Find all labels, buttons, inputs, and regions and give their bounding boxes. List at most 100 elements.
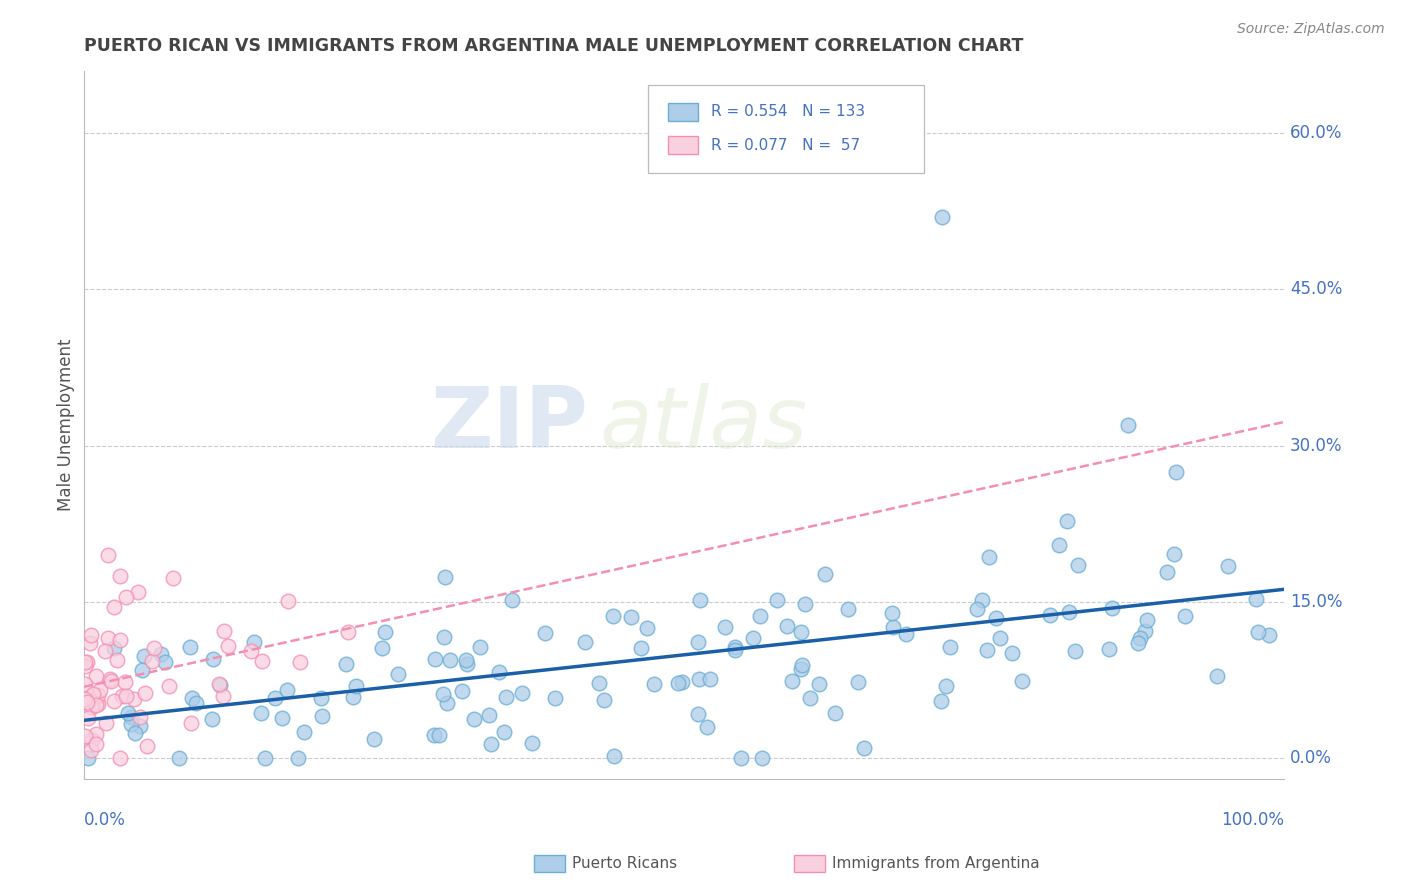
Point [124, 725, 146, 739]
Point [488, 665, 510, 679]
Point [620, 610, 643, 624]
Point [688, 706, 710, 721]
Point [696, 720, 718, 734]
Point [134, 686, 156, 700]
Point [988, 632, 1011, 646]
Point [335, 657, 357, 672]
Point [103, 641, 125, 656]
Point [77, 711, 100, 725]
Point [630, 641, 652, 656]
Point [1001, 646, 1024, 660]
Point [73, 676, 96, 690]
Point [544, 690, 567, 705]
Text: Source: ZipAtlas.com: Source: ZipAtlas.com [1237, 22, 1385, 37]
Point [79, 636, 101, 650]
Point [1174, 609, 1197, 624]
Point [741, 632, 763, 646]
Point [96, 548, 118, 562]
Point [374, 624, 396, 639]
Text: ZIP: ZIP [430, 384, 588, 467]
Point [84, 737, 107, 751]
Point [105, 653, 128, 667]
Point [1116, 417, 1139, 432]
Point [73, 655, 96, 669]
Point [212, 689, 235, 703]
Point [276, 683, 298, 698]
Point [433, 630, 456, 644]
Point [1064, 644, 1087, 658]
Point [979, 550, 1001, 565]
Point [141, 654, 163, 668]
Point [363, 732, 385, 747]
Point [1067, 558, 1090, 573]
Point [439, 653, 461, 667]
Point [94, 715, 117, 730]
Text: 15.0%: 15.0% [1289, 593, 1343, 611]
Bar [668, 136, 699, 154]
Point [128, 710, 150, 724]
Point [789, 662, 811, 676]
Point [699, 672, 721, 686]
Point [76, 695, 98, 709]
Point [1047, 538, 1070, 552]
Point [342, 690, 364, 704]
Point [666, 676, 689, 690]
Point [1057, 605, 1080, 619]
Point [121, 717, 143, 731]
Point [179, 640, 201, 654]
Point [250, 654, 273, 668]
Point [73, 692, 96, 706]
Point [846, 674, 869, 689]
Point [723, 643, 745, 657]
Point [1133, 624, 1156, 639]
Point [114, 675, 136, 690]
Point [790, 624, 813, 639]
Point [98, 672, 121, 686]
Point [454, 653, 477, 667]
Point [935, 679, 957, 693]
Point [972, 593, 994, 607]
Point [939, 640, 962, 654]
Point [1097, 642, 1119, 657]
Point [253, 751, 276, 765]
Point [433, 569, 456, 583]
Point [115, 689, 138, 703]
Point [212, 624, 235, 638]
Point [751, 751, 773, 765]
Point [288, 655, 311, 669]
Point [76, 655, 98, 669]
Point [986, 611, 1008, 625]
Point [277, 593, 299, 607]
Point [201, 712, 224, 726]
Point [136, 739, 159, 753]
Text: 0.0%: 0.0% [1289, 749, 1331, 767]
Text: atlas: atlas [599, 384, 807, 467]
Point [77, 751, 100, 765]
Text: R = 0.077   N =  57: R = 0.077 N = 57 [711, 137, 860, 153]
Point [89, 683, 111, 698]
Point [157, 680, 180, 694]
Point [427, 728, 450, 742]
Point [249, 706, 271, 720]
Point [86, 688, 108, 702]
Point [966, 602, 988, 616]
Point [780, 673, 803, 688]
Point [882, 620, 904, 634]
Point [155, 655, 177, 669]
Point [243, 635, 266, 649]
Point [688, 635, 710, 649]
Point [1216, 558, 1239, 573]
Point [1206, 669, 1229, 683]
Point [108, 633, 131, 648]
Point [1163, 547, 1185, 561]
Text: 0.0%: 0.0% [83, 811, 125, 829]
Point [494, 725, 516, 739]
Point [240, 644, 263, 658]
Point [602, 609, 624, 624]
Point [799, 691, 821, 706]
Point [931, 210, 953, 224]
Point [724, 640, 747, 654]
Text: PUERTO RICAN VS IMMIGRANTS FROM ARGENTINA MALE UNEMPLOYMENT CORRELATION CHART: PUERTO RICAN VS IMMIGRANTS FROM ARGENTIN… [83, 37, 1024, 55]
Point [766, 593, 789, 607]
Point [1126, 636, 1149, 650]
